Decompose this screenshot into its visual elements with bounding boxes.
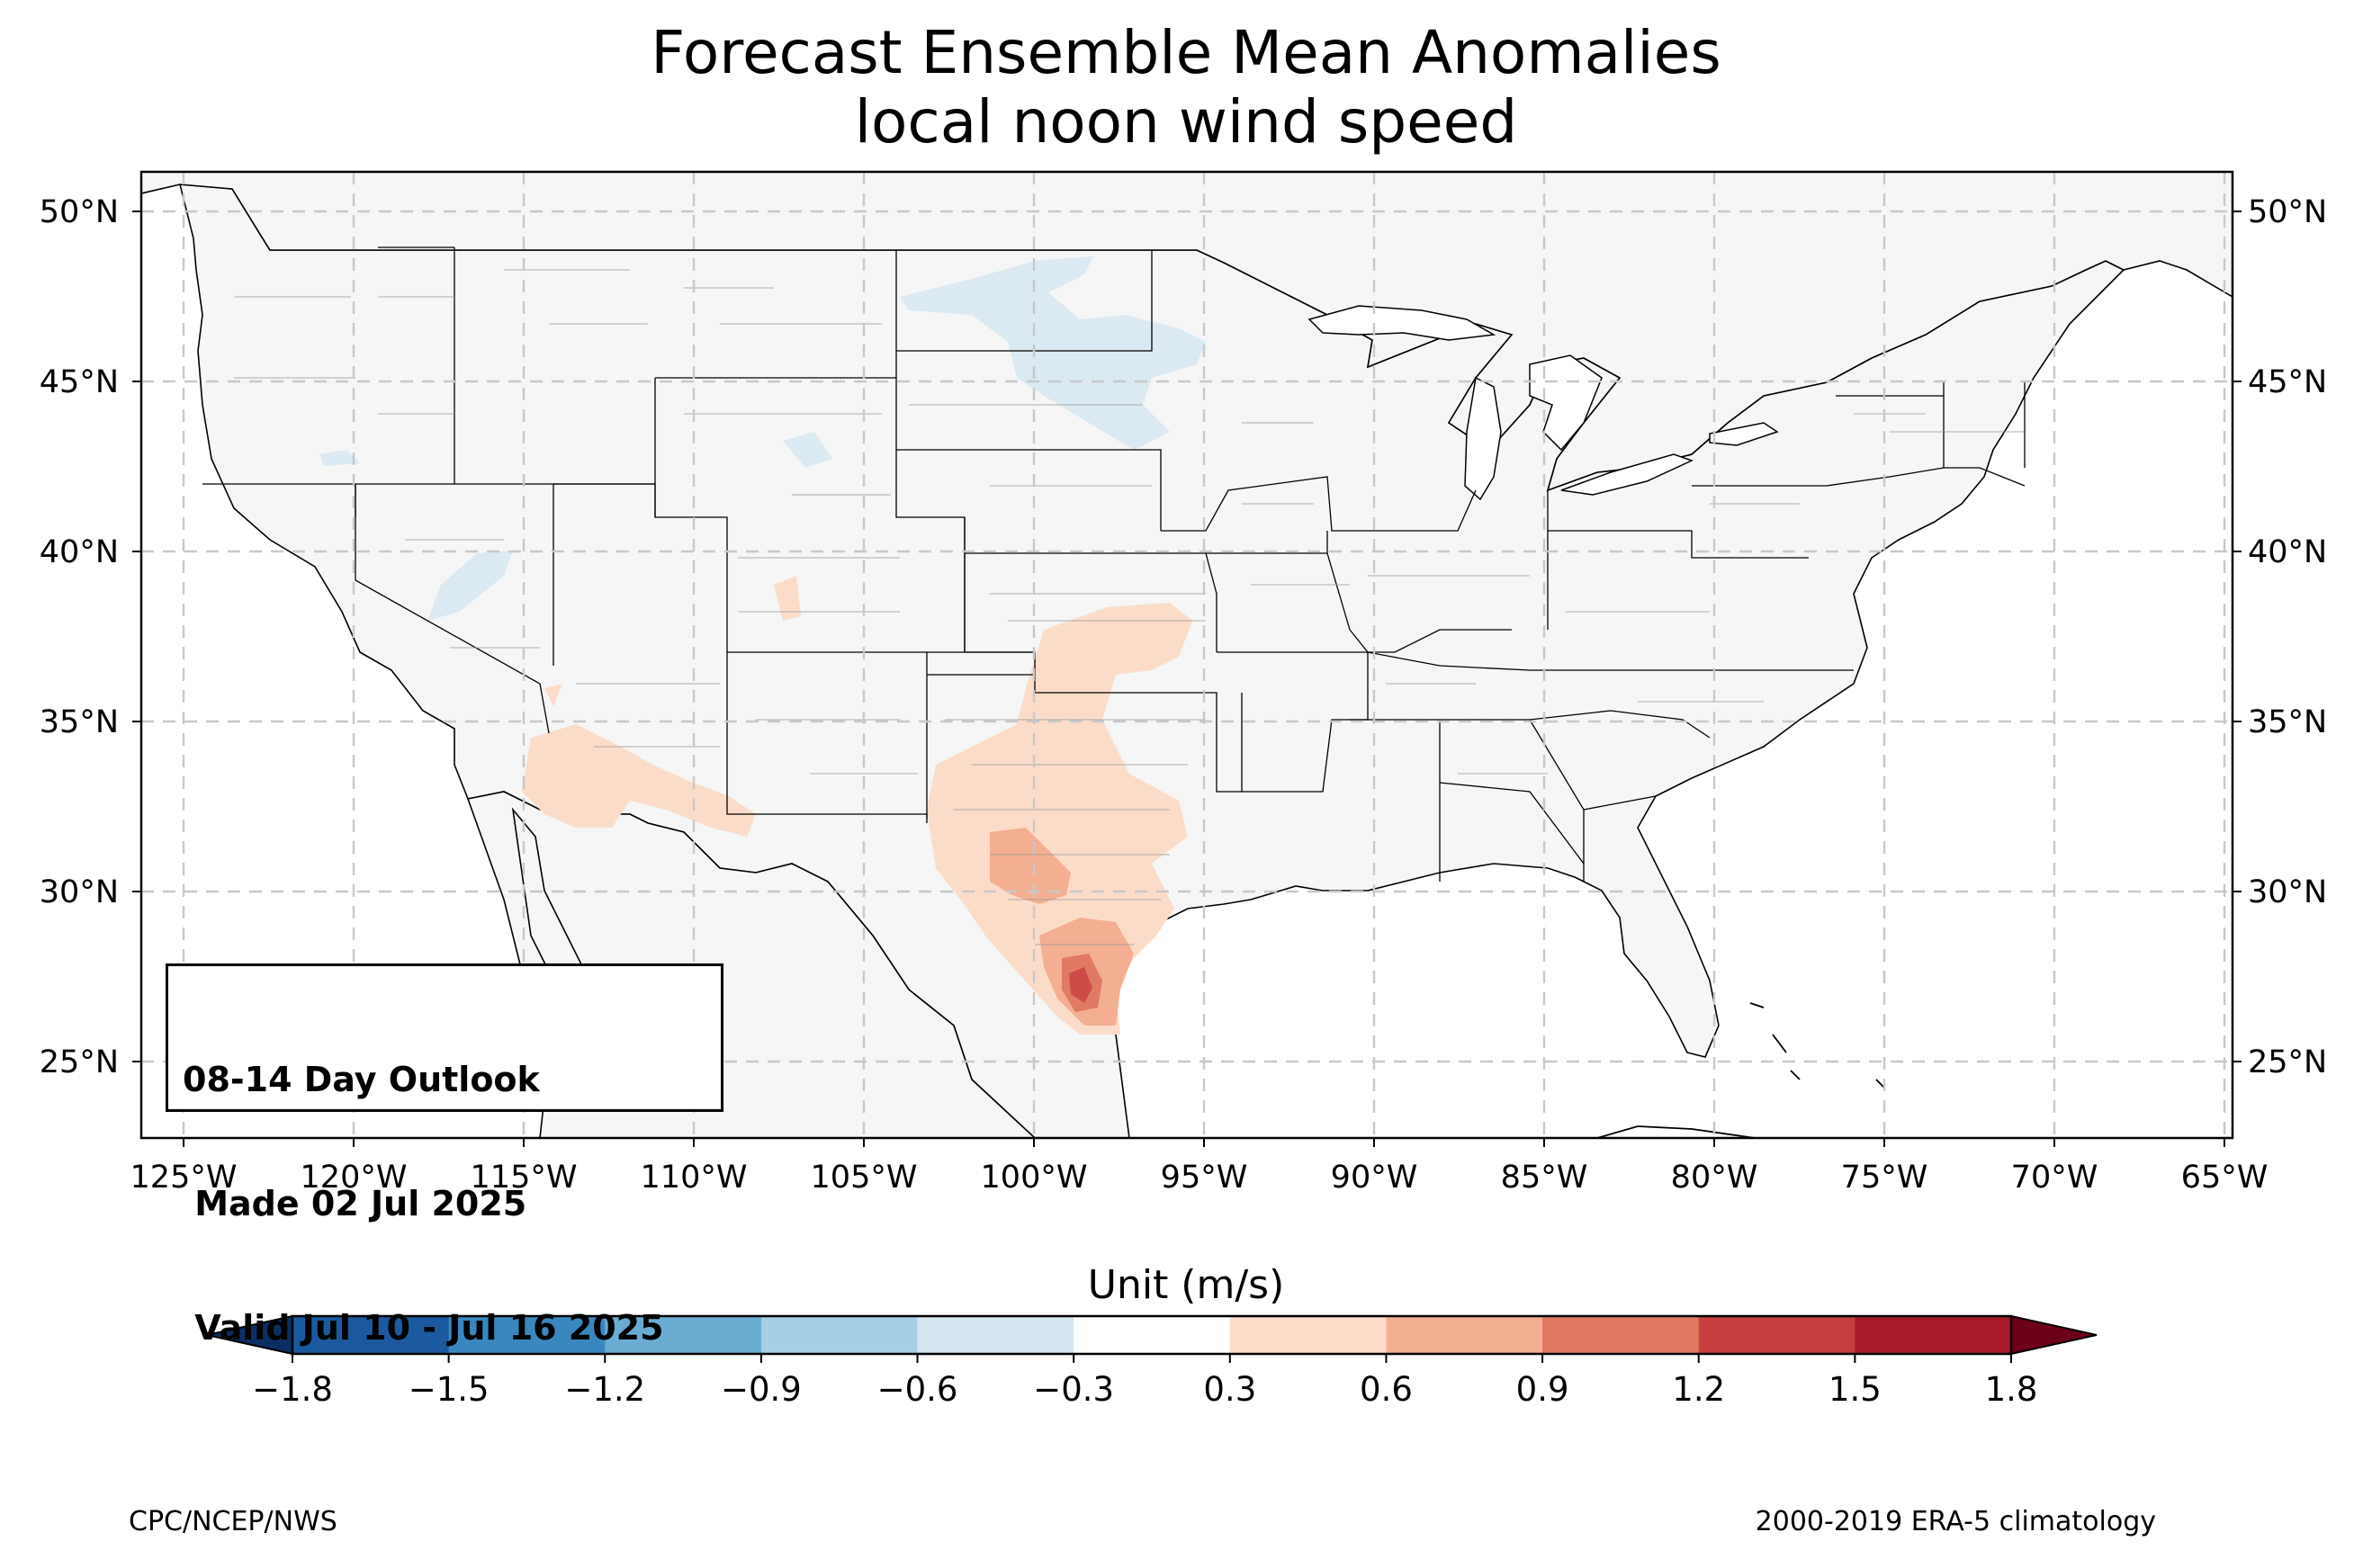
lon-tick-label: 95°W bbox=[1161, 1160, 1248, 1196]
outlook-info-box: 08-14 Day Outlook Made 02 Jul 2025 Valid… bbox=[166, 963, 723, 1348]
outlook-valid-range: Valid Jul 10 - Jul 16 2025 bbox=[183, 1308, 664, 1348]
anomaly-negative-dakotas bbox=[900, 256, 1206, 450]
colorbar-tick-label: 0.6 bbox=[1360, 1370, 1413, 1409]
colorbar-tick-label: 1.8 bbox=[1985, 1370, 2038, 1409]
lat-tick-label: 35°N bbox=[2248, 704, 2327, 740]
anomaly-negative-wyoming bbox=[783, 432, 832, 468]
lat-tick-label: 25°N bbox=[2248, 1044, 2327, 1080]
colorbar-segment bbox=[1698, 1316, 1855, 1354]
lon-tick-label: 115°W bbox=[471, 1160, 578, 1196]
lon-tick-label: 110°W bbox=[641, 1160, 748, 1196]
lake-ontario bbox=[1709, 422, 1779, 446]
colorbar-segment bbox=[1386, 1316, 1543, 1354]
lat-tick-label: 35°N bbox=[40, 704, 119, 740]
anomaly-12-15-south-texas bbox=[1069, 967, 1092, 1003]
footer-climatology: 2000-2019 ERA-5 climatology bbox=[1755, 1506, 2156, 1537]
colorbar-ticks: −1.8 −1.5 −1.2 −0.9 −0.6 −0.3 0.3 0.6 0.9 1.2 1.5 1… bbox=[252, 1354, 2037, 1409]
anomaly-06-09-texas bbox=[990, 828, 1071, 904]
lake-erie bbox=[1560, 453, 1694, 496]
colorbar-tick-label: −1.2 bbox=[564, 1370, 645, 1409]
lat-tick-label: 40°N bbox=[40, 534, 119, 570]
colorbar-segment bbox=[292, 1316, 450, 1354]
lat-tick-label: 25°N bbox=[40, 1044, 119, 1080]
colorbar-segment bbox=[1542, 1316, 1700, 1354]
colorbar-tick-label: −1.5 bbox=[409, 1370, 490, 1409]
colorbar-frame bbox=[291, 1314, 2013, 1356]
lat-tick-marks bbox=[132, 211, 2242, 1062]
lon-tick-label: 100°W bbox=[981, 1160, 1088, 1196]
lake-huron bbox=[1529, 354, 1603, 452]
map-frame bbox=[139, 170, 2234, 1140]
lat-tick-labels-right: 25°N 30°N 35°N 40°N 45°N 50°N bbox=[2248, 194, 2327, 1080]
canada-landmass bbox=[141, 172, 2233, 492]
lon-tick-label: 80°W bbox=[1671, 1160, 1758, 1196]
lat-tick-label: 30°N bbox=[40, 874, 119, 910]
outlook-made-date: Made 02 Jul 2025 bbox=[183, 1184, 527, 1223]
colorbar-segment bbox=[605, 1316, 762, 1354]
lat-tick-label: 45°N bbox=[40, 364, 119, 400]
anomaly-03-06-nevada-south bbox=[544, 684, 562, 706]
lon-tick-label: 70°W bbox=[2011, 1160, 2098, 1196]
colorbar-tick-label: −0.6 bbox=[877, 1370, 958, 1409]
colorbar-segment bbox=[917, 1316, 1074, 1354]
lake-superior bbox=[1307, 305, 1496, 341]
chart-title-line2: local noon wind speed bbox=[854, 87, 1518, 157]
colorbar-tick-label: 1.2 bbox=[1672, 1370, 1725, 1409]
map-area bbox=[141, 172, 2233, 1138]
anomaly-negative-nevada bbox=[427, 551, 513, 621]
anomaly-shading bbox=[319, 256, 1206, 1035]
colorbar-tick-label: −0.3 bbox=[1033, 1370, 1114, 1409]
colorbar-segment bbox=[448, 1316, 606, 1354]
lake-michigan bbox=[1464, 376, 1502, 501]
colorbar-tick-label: −1.8 bbox=[252, 1370, 333, 1409]
colorbar-extend-high bbox=[2010, 1314, 2098, 1356]
lat-tick-labels-left: 25°N 30°N 35°N 40°N 45°N 50°N bbox=[40, 194, 119, 1080]
colorbar-segment bbox=[760, 1316, 919, 1354]
county-borders bbox=[234, 269, 2025, 945]
colorbar-tick-label: 1.5 bbox=[1828, 1370, 1882, 1409]
colorbar-segments bbox=[292, 1316, 2012, 1354]
lon-tick-label: 90°W bbox=[1331, 1160, 1418, 1196]
anomaly-03-06-arizona bbox=[522, 724, 756, 837]
lat-tick-label: 50°N bbox=[40, 194, 119, 230]
outlook-title: 08-14 Day Outlook bbox=[183, 1060, 540, 1099]
bahamas-coast bbox=[1749, 1002, 1886, 1089]
cuba-coast bbox=[1596, 1125, 1756, 1138]
anomaly-negative-idaho bbox=[319, 450, 360, 466]
lat-tick-label: 30°N bbox=[2248, 874, 2327, 910]
colorbar: −1.8 −1.5 −1.2 −0.9 −0.6 −0.3 0.3 0.6 0.9 1.2 1.5 1… bbox=[206, 1314, 2098, 1409]
lon-tick-marks bbox=[183, 1138, 2225, 1147]
colorbar-tick-label: −0.9 bbox=[721, 1370, 802, 1409]
lat-tick-label: 45°N bbox=[2248, 364, 2327, 400]
lon-tick-label: 120°W bbox=[301, 1160, 408, 1196]
anomaly-03-06-plains bbox=[927, 603, 1192, 1035]
lat-tick-label: 50°N bbox=[2248, 194, 2327, 230]
lat-tick-label: 40°N bbox=[2248, 534, 2327, 570]
colorbar-tick-label: 0.3 bbox=[1203, 1370, 1256, 1409]
colorbar-segment bbox=[1229, 1316, 1387, 1354]
footer-source: CPC/NCEP/NWS bbox=[129, 1506, 337, 1537]
lon-tick-label: 75°W bbox=[1841, 1160, 1928, 1196]
lon-tick-label: 125°W bbox=[130, 1160, 238, 1196]
chart-title-line1: Forecast Ensemble Mean Anomalies bbox=[651, 18, 1721, 87]
lon-tick-labels: 125°W 120°W 115°W 110°W 105°W 100°W 95°W… bbox=[130, 1160, 2269, 1196]
colorbar-segment bbox=[1855, 1316, 2012, 1354]
lon-tick-label: 85°W bbox=[1501, 1160, 1588, 1196]
lon-tick-label: 105°W bbox=[811, 1160, 918, 1196]
anomaly-03-06-colorado bbox=[774, 576, 801, 621]
colorbar-segment bbox=[1074, 1316, 1231, 1354]
colorbar-tick-label: 0.9 bbox=[1516, 1370, 1569, 1409]
lon-tick-label: 65°W bbox=[2181, 1160, 2269, 1196]
colorbar-title: Unit (m/s) bbox=[1087, 1262, 1285, 1308]
